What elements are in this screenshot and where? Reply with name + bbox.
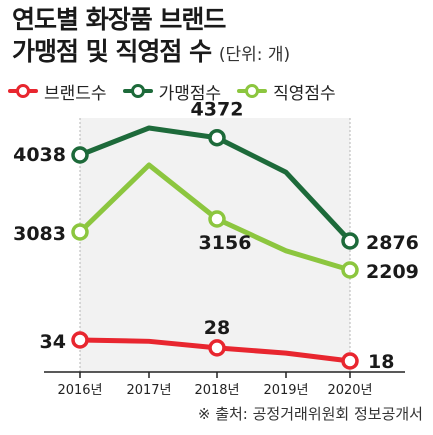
unit-label: (단위: 개) <box>218 45 291 65</box>
data-point <box>341 261 359 279</box>
data-point <box>208 128 226 147</box>
data-label: 4038 <box>13 144 66 166</box>
highlight-band <box>80 118 350 372</box>
data-label: 3083 <box>13 223 66 245</box>
title-line-2-text: 가맹점 및 직영점 수 <box>12 37 212 66</box>
chart-title: 연도별 화장품 브랜드 가맹점 및 직영점 수 (단위: 개) <box>12 4 290 71</box>
x-tick-label: 2016년 <box>57 383 102 398</box>
data-label: 2209 <box>366 261 419 283</box>
legend-swatch-franchise <box>122 84 153 98</box>
x-tick-label: 2019년 <box>263 383 308 398</box>
legend-swatch-direct <box>237 84 268 98</box>
data-label: 2876 <box>366 232 419 254</box>
x-tick-label: 2017년 <box>126 383 171 398</box>
data-point <box>208 339 226 357</box>
data-point <box>71 223 89 241</box>
title-line-1: 연도별 화장품 브랜드 <box>12 5 226 34</box>
data-point <box>71 331 89 349</box>
legend-item-brands: 브랜드수 <box>8 79 107 104</box>
data-point <box>341 232 359 250</box>
title-line-2: 가맹점 및 직영점 수 (단위: 개) <box>12 36 290 71</box>
data-label: 3156 <box>199 232 252 254</box>
data-label: 4372 <box>191 99 244 121</box>
x-tick-label: 2020년 <box>327 383 372 398</box>
data-label: 34 <box>40 331 66 353</box>
legend-item-franchise: 가맹점수 <box>122 79 222 104</box>
legend-swatch-brands <box>8 84 38 98</box>
data-label: 28 <box>204 317 230 339</box>
data-point <box>71 146 89 164</box>
data-point <box>341 352 359 370</box>
legend-label-franchise: 가맹점수 <box>158 83 222 104</box>
source-note: ※ 출처: 공정거래위원회 정보공개서 <box>197 405 423 423</box>
legend-item-direct: 직영점수 <box>237 79 336 104</box>
data-label: 18 <box>368 351 394 373</box>
data-point <box>208 210 226 228</box>
legend: 브랜드수 가맹점수 직영점수 <box>8 76 428 106</box>
x-tick-label: 2018년 <box>194 383 239 398</box>
legend-label-direct: 직영점수 <box>273 83 336 104</box>
legend-label-brands: 브랜드수 <box>44 83 107 104</box>
